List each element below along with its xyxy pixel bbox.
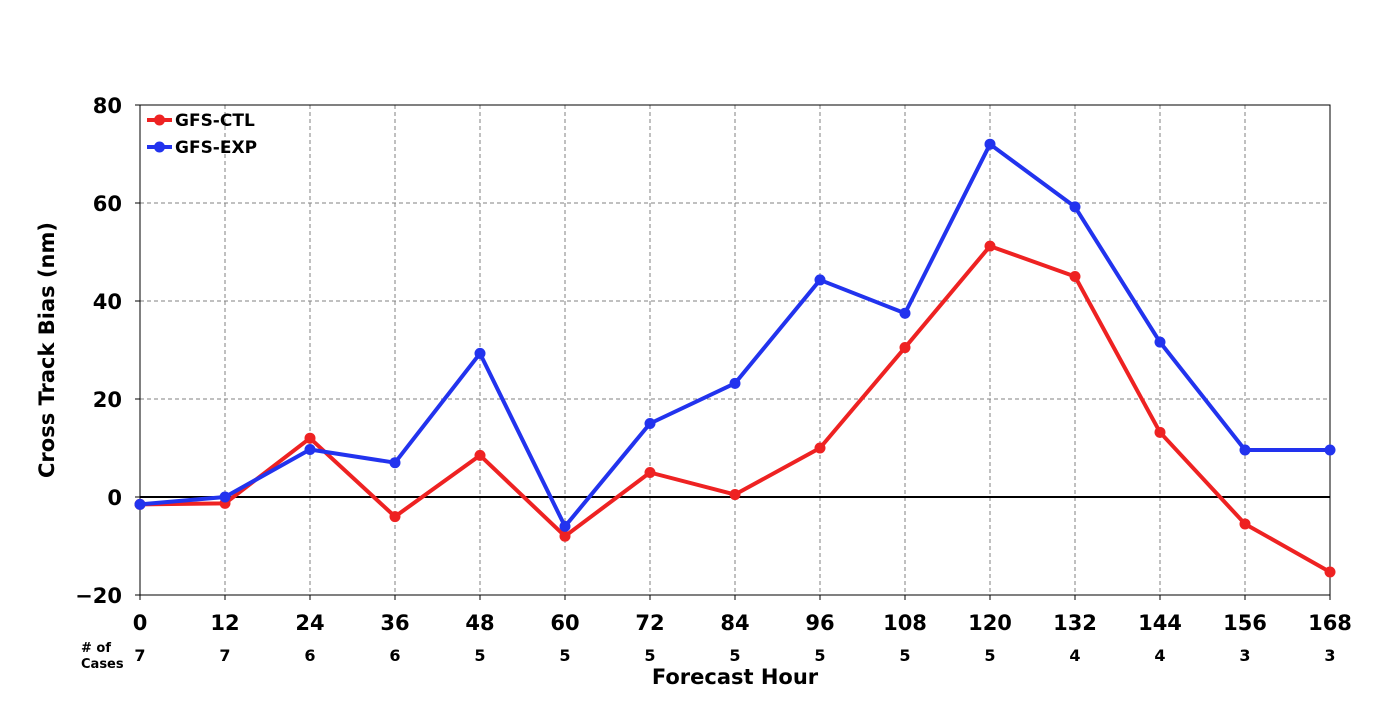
series-gfs-ctl: [134, 240, 1336, 578]
data-point: [984, 138, 996, 150]
case-count-label: 5: [644, 646, 655, 665]
data-point: [474, 449, 486, 461]
x-axis-title: Forecast Hour: [652, 665, 819, 689]
series-gfs-exp: [134, 138, 1336, 532]
data-point: [1069, 271, 1081, 282]
case-count-label: 5: [474, 646, 485, 665]
x-tick-label: 12: [210, 611, 239, 635]
data-point: [1324, 566, 1336, 578]
x-tick-label: 0: [133, 611, 148, 635]
x-tick-label: 60: [550, 611, 579, 635]
y-tick-label: 60: [93, 192, 122, 216]
case-count-label: 6: [304, 646, 315, 665]
legend-swatch-marker: [154, 114, 165, 126]
cases-title: Cases: [81, 657, 124, 672]
case-count-label: 3: [1239, 646, 1250, 665]
data-point: [304, 432, 316, 444]
data-point: [1239, 518, 1251, 530]
x-tick-label: 144: [1138, 611, 1182, 635]
y-tick-label: −20: [75, 584, 122, 608]
data-point: [899, 307, 911, 319]
legend: GFS-CTL GFS-EXP: [147, 111, 257, 158]
y-tick-label: 40: [93, 290, 122, 314]
data-point: [559, 520, 571, 532]
x-tick-label: 108: [883, 611, 927, 635]
data-point: [474, 347, 486, 359]
x-tick-label: 120: [968, 611, 1012, 635]
case-count-label: 3: [1324, 646, 1335, 665]
data-point: [219, 491, 231, 503]
data-point: [389, 457, 401, 469]
data-point: [644, 418, 656, 429]
case-count-label: 5: [559, 646, 570, 665]
y-tick-label: 80: [93, 94, 122, 118]
cases-title: # of: [81, 641, 111, 656]
y-tick-label: 0: [107, 486, 122, 510]
data-point: [644, 467, 656, 478]
x-tick-label: 72: [635, 611, 664, 635]
case-count-label: 5: [899, 646, 910, 665]
tick-labels: −20 0 20 40 60 80 0 12 24 36 48 60 72 84 96 108 120 132 14…: [75, 94, 1352, 635]
series-layer: [134, 138, 1336, 578]
data-point: [984, 240, 996, 252]
case-count-label: 6: [389, 646, 400, 665]
case-count-label: 7: [219, 646, 230, 665]
data-point: [729, 489, 741, 501]
data-point: [729, 377, 741, 389]
case-count-label: 5: [814, 646, 825, 665]
x-tick-label: 156: [1223, 611, 1267, 635]
case-count-label: 4: [1154, 646, 1165, 665]
data-point: [389, 511, 401, 523]
legend-label: GFS-CTL: [175, 111, 255, 131]
data-point: [559, 530, 571, 542]
data-point: [814, 274, 826, 286]
data-point: [1239, 444, 1251, 456]
x-tick-label: 24: [295, 611, 324, 635]
x-tick-label: 96: [805, 611, 834, 635]
data-point: [899, 342, 911, 354]
legend-label: GFS-EXP: [175, 138, 257, 158]
y-axis-title: Cross Track Bias (nm): [35, 222, 59, 478]
case-count-label: 5: [984, 646, 995, 665]
case-count-label: 4: [1069, 646, 1080, 665]
grid-layer: [140, 105, 1330, 595]
legend-entry: GFS-EXP: [147, 138, 257, 158]
data-point: [1069, 201, 1081, 213]
y-tick-label: 20: [93, 388, 122, 412]
data-point: [1324, 444, 1336, 456]
data-point: [304, 443, 316, 455]
data-point: [1154, 336, 1166, 348]
x-tick-label: 36: [380, 611, 409, 635]
legend-swatch-marker: [154, 141, 165, 153]
x-tick-label: 168: [1308, 611, 1352, 635]
case-count-label: 7: [134, 646, 145, 665]
case-count-label: 5: [729, 646, 740, 665]
x-tick-label: 132: [1053, 611, 1097, 635]
data-point: [134, 498, 146, 510]
x-tick-label: 84: [720, 611, 749, 635]
data-point: [1154, 426, 1166, 438]
legend-entry: GFS-CTL: [147, 111, 255, 131]
x-tick-label: 48: [465, 611, 494, 635]
data-point: [814, 442, 826, 454]
